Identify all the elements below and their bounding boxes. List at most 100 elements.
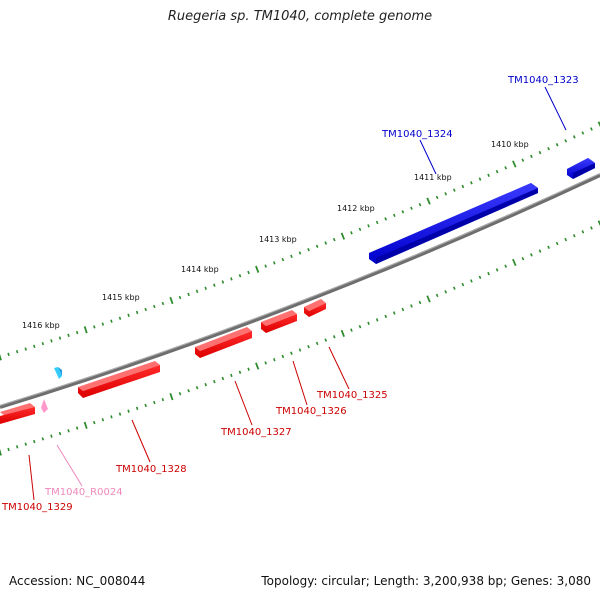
inner-scale-minor-tick (187, 389, 190, 393)
inner-scale-minor-tick (572, 234, 576, 238)
rna-gene-tm1040-r0024[interactable] (41, 399, 48, 413)
gene-label-tm1040-1329[interactable]: TM1040_1329 (1, 502, 73, 513)
inner-scale-minor-tick (504, 264, 508, 268)
inner-scale-minor-tick (555, 241, 559, 246)
gene-label-tm1040-r0024[interactable]: TM1040_R0024 (44, 487, 123, 498)
outer-scale-minor-tick (24, 347, 27, 351)
inner-scale-minor-tick (307, 345, 310, 349)
inner-scale-minor-tick (367, 321, 370, 325)
outer-scale-minor-tick (273, 261, 276, 265)
outer-scale-minor-tick (58, 336, 62, 340)
outer-scale-minor-tick (530, 154, 533, 159)
outer-scale-minor-tick (153, 304, 156, 309)
inner-scale-minor-tick (332, 335, 336, 339)
misc-feature-marker[interactable] (54, 367, 62, 379)
outer-scale-minor-tick (487, 173, 490, 178)
inner-scale-minor-tick (127, 409, 130, 413)
gene-label-tm1040-1325[interactable]: TM1040_1325 (316, 390, 388, 401)
inner-scale-minor-tick (392, 311, 396, 315)
outer-scale-major-tick (426, 197, 431, 205)
inner-scale-minor-tick (273, 358, 276, 362)
inner-scale-minor-tick (564, 237, 568, 242)
gene-label-tm1040-1328[interactable]: TM1040_1328 (115, 464, 187, 475)
outer-scale-minor-tick (50, 339, 53, 343)
inner-scale-minor-tick (110, 415, 113, 419)
scale-label-1412: 1412 kbp (337, 204, 375, 213)
inner-scale-minor-tick (75, 426, 79, 430)
outer-scale-minor-tick (435, 195, 439, 200)
pointer-tm1040-1329 (28, 454, 35, 501)
inner-scale-minor-tick (358, 324, 362, 329)
scale-label-1416: 1416 kbp (22, 321, 60, 330)
outer-scale-minor-tick (332, 237, 336, 242)
outer-scale-minor-tick (564, 139, 568, 143)
forward-gene-tm1040-1324[interactable] (369, 183, 538, 264)
genome-backbone-highlight (0, 173, 600, 406)
reverse-gene-tm1040-1328[interactable] (78, 361, 160, 398)
outer-scale-minor-tick (350, 231, 353, 235)
inner-scale-minor-tick (530, 253, 533, 257)
label-pointers (28, 86, 567, 501)
scale-labels: 1410 kbp 1411 kbp 1412 kbp 1413 kbp 1414… (22, 140, 529, 330)
outer-scale-minor-tick (264, 264, 267, 268)
inner-scale-minor-tick (478, 275, 482, 280)
outer-scale-major-tick (340, 232, 346, 240)
forward-gene-tm1040-1323[interactable] (567, 158, 595, 179)
inner-scale-major-tick (512, 258, 517, 267)
outer-scale-minor-tick (15, 350, 19, 354)
gene-label-tm1040-1323[interactable]: TM1040_1323 (507, 75, 579, 86)
inner-scale-minor-tick (298, 348, 302, 352)
outer-scale-minor-tick (590, 127, 593, 131)
outer-scale-minor-tick (281, 257, 285, 262)
pointer-tm1040-1328 (131, 419, 151, 463)
inner-scale-minor-tick (161, 397, 165, 402)
outer-scale-minor-tick (101, 322, 105, 326)
outer-scale-minor-tick (298, 251, 302, 255)
accession-text: Accession: NC_008044 (9, 574, 146, 588)
outer-scale-minor-tick (521, 158, 525, 162)
inner-scale-minor-tick (375, 318, 379, 322)
outer-scale-minor-tick (470, 181, 473, 185)
outer-scale-major-tick (83, 326, 88, 334)
reverse-gene-tm1040-1327[interactable] (195, 327, 252, 358)
genome-summary-text: Topology: circular; Length: 3,200,938 bp… (261, 574, 591, 588)
inner-scale-minor-tick (153, 400, 156, 405)
inner-scale-minor-tick (101, 418, 105, 422)
outer-scale-minor-tick (93, 325, 96, 329)
gene-label-tm1040-1327[interactable]: TM1040_1327 (220, 427, 292, 438)
outer-scale-minor-tick (444, 192, 448, 196)
outer-scale-minor-tick (187, 292, 190, 297)
outer-scale-minor-tick (178, 295, 182, 300)
scale-label-1411: 1411 kbp (414, 173, 452, 182)
outer-scale-minor-tick (204, 286, 207, 290)
outer-scale-minor-tick (118, 316, 122, 320)
outer-scale-minor-tick (418, 202, 422, 207)
outer-scale-minor-tick (504, 166, 508, 170)
inner-scale-minor-tick (93, 420, 96, 425)
gene-label-tm1040-1326[interactable]: TM1040_1326 (275, 406, 347, 417)
inner-scale-minor-tick (204, 382, 207, 387)
inner-scale-minor-tick (470, 279, 473, 283)
inner-scale-minor-tick (33, 439, 36, 444)
inner-scale-major-tick (255, 362, 260, 370)
inner-scale-minor-tick (521, 256, 525, 261)
outer-scale-minor-tick (307, 248, 310, 252)
inner-scale-minor-tick (487, 271, 490, 276)
gene-label-tm1040-1324[interactable]: TM1040_1324 (381, 129, 453, 140)
inner-scale-minor-tick (290, 351, 293, 355)
outer-scale-minor-tick (290, 254, 293, 258)
outer-scale-minor-tick (110, 319, 113, 323)
outer-scale-minor-tick (358, 227, 362, 232)
outer-scale-major-tick (512, 160, 517, 168)
reverse-gene-tm1040-1329[interactable] (0, 403, 35, 424)
pointer-tm1040-1326 (292, 360, 308, 406)
outer-scale-minor-tick (410, 206, 413, 210)
reverse-gene-tm1040-1325[interactable] (304, 299, 326, 317)
inner-scale-minor-tick (461, 282, 465, 287)
outer-scale-minor-tick (555, 143, 559, 147)
outer-scale-minor-tick (75, 330, 79, 335)
inner-scale-minor-tick (350, 328, 353, 332)
reverse-gene-tm1040-1326[interactable] (261, 310, 297, 333)
outer-scale-major-tick (597, 121, 600, 128)
